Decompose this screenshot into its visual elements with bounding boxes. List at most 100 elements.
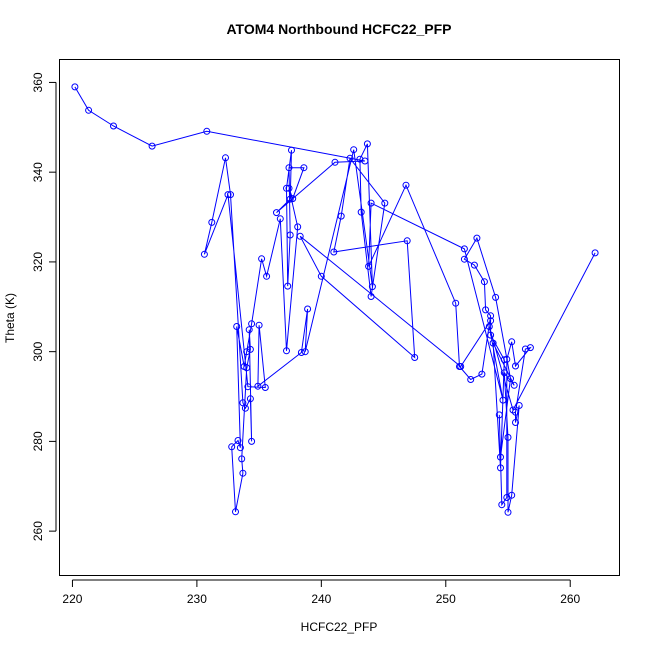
data-point <box>304 305 312 313</box>
data-point <box>208 218 216 226</box>
data-point <box>233 323 241 330</box>
data-point <box>503 494 511 501</box>
data-point <box>288 146 295 154</box>
data-point <box>367 293 375 300</box>
data-point <box>330 248 338 256</box>
data-point <box>284 282 292 290</box>
data-point <box>239 469 247 477</box>
data-point <box>244 383 252 391</box>
data-point <box>261 384 269 391</box>
data-point <box>365 262 373 270</box>
data-point <box>515 402 523 409</box>
x-axis-label: HCFC22_PFP <box>301 620 378 634</box>
x-tick-label: 230 <box>187 592 207 606</box>
data-point <box>521 345 529 353</box>
data-point <box>248 320 256 328</box>
data-point <box>236 444 244 452</box>
data-point <box>460 255 468 263</box>
data-point <box>224 191 232 199</box>
data-point <box>317 272 325 280</box>
data-point <box>300 164 308 172</box>
data-point <box>337 212 345 220</box>
data-point <box>286 195 294 203</box>
y-tick-label: 260 <box>31 521 45 541</box>
data-point <box>456 363 463 370</box>
data-point <box>301 348 309 356</box>
data-point <box>470 261 478 269</box>
data-point <box>402 181 410 189</box>
data-point <box>367 199 375 207</box>
data-point <box>273 209 280 217</box>
data-point <box>297 349 305 356</box>
x-tick-label: 220 <box>62 592 82 606</box>
data-point <box>254 382 262 390</box>
data-point <box>239 399 247 407</box>
y-tick-label: 320 <box>31 252 45 272</box>
data-point <box>512 419 519 426</box>
data-point <box>492 293 500 301</box>
data-point <box>110 122 117 130</box>
data-point <box>495 411 503 419</box>
data-point <box>411 354 419 361</box>
data-point <box>500 356 508 364</box>
data-point <box>276 215 284 223</box>
data-point <box>478 370 486 378</box>
data-point <box>255 321 263 329</box>
data-point <box>263 272 271 280</box>
data-point <box>238 455 246 463</box>
data-point <box>289 195 297 203</box>
y-axis: 260 280 300 320 340 360 <box>31 72 57 541</box>
x-tick-label: 250 <box>436 592 456 606</box>
data-point <box>452 299 460 307</box>
data-point <box>504 433 512 441</box>
data-point <box>509 406 517 414</box>
data-point <box>283 347 290 355</box>
data-point <box>482 306 490 314</box>
data-point <box>497 464 504 472</box>
data-point <box>243 348 251 356</box>
data-point <box>485 323 493 330</box>
data-point <box>245 326 253 334</box>
data-point <box>243 364 251 372</box>
data-point <box>363 140 371 148</box>
data-point <box>258 255 266 263</box>
data-point <box>350 146 358 154</box>
data-point <box>503 355 511 363</box>
data-point <box>71 83 79 91</box>
data-point <box>489 339 497 347</box>
data-point <box>232 508 239 516</box>
data-point <box>331 158 339 166</box>
y-tick-label: 340 <box>31 162 45 182</box>
data-point <box>234 437 242 444</box>
data-point <box>368 283 376 291</box>
data-point <box>504 508 512 516</box>
data-point <box>203 127 211 135</box>
data-point <box>227 191 234 199</box>
y-tick-label: 280 <box>31 431 45 451</box>
y-axis-label: Theta (K) <box>3 293 17 343</box>
data-point <box>283 184 290 192</box>
data-point <box>497 453 504 461</box>
data-point <box>500 369 508 377</box>
data-point <box>286 231 294 239</box>
data-point <box>296 232 304 240</box>
x-tick-label: 240 <box>311 592 331 606</box>
data-point <box>381 199 389 207</box>
data-point <box>473 234 481 242</box>
data-point <box>357 208 365 216</box>
data-point <box>85 106 93 114</box>
data-point <box>480 278 488 286</box>
data-point <box>487 312 495 320</box>
data-point <box>246 345 254 353</box>
data-point <box>356 155 364 163</box>
data-point <box>228 443 236 451</box>
data-point <box>526 344 534 352</box>
data-point <box>222 154 229 162</box>
data-point <box>148 142 156 150</box>
series-line <box>74 86 596 513</box>
data-point <box>499 396 507 404</box>
data-point <box>294 223 302 231</box>
chart-title: ATOM4 Northbound HCFC22_PFP <box>226 21 451 37</box>
